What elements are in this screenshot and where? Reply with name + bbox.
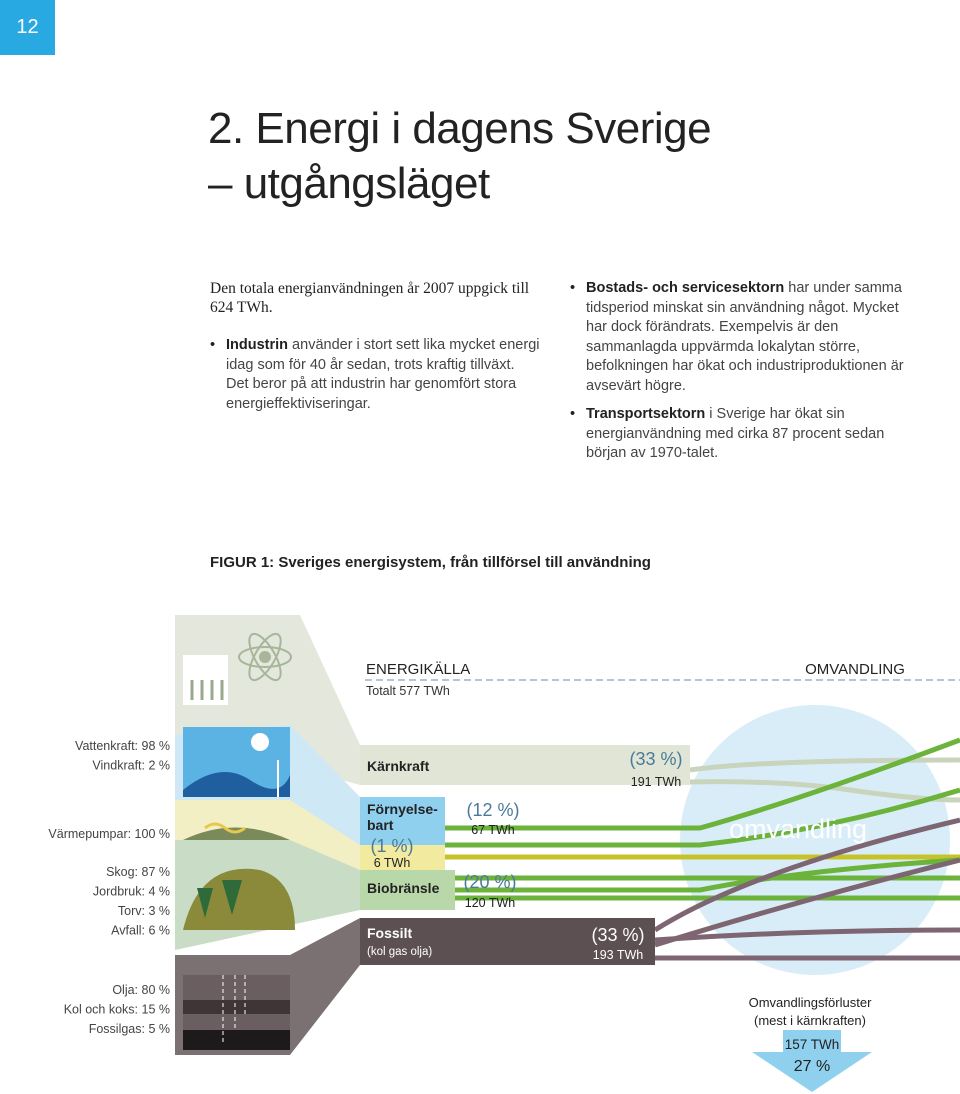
source-label: Torv: 3 %	[118, 904, 170, 918]
icon	[183, 1000, 290, 1014]
icon	[183, 827, 290, 840]
icon	[222, 975, 246, 1045]
header-total: Totalt 577 TWh	[366, 684, 450, 698]
loss-share: 27 %	[794, 1058, 830, 1075]
bullet: Transportsektorn i Sverige har ökat sin …	[570, 405, 910, 464]
source-amount: 191 TWh	[631, 775, 682, 789]
bullet: Bostads- och servicesektorn har under sa…	[570, 279, 910, 396]
right-column: Bostads- och servicesektorn har under sa…	[570, 279, 910, 473]
source-label: Avfall: 6 %	[111, 924, 170, 938]
icon	[197, 880, 242, 918]
flows	[360, 737, 960, 961]
loss-label: (mest i kärnkraften)	[754, 1013, 866, 1028]
source-label: Olja: 80 %	[112, 983, 170, 997]
source-label: Fossilgas: 5 %	[89, 1022, 170, 1036]
source-label: Vindkraft: 2 %	[92, 759, 170, 773]
source-amount: 6 TWh	[374, 856, 411, 870]
source-bar	[360, 745, 690, 785]
source-name: bart	[367, 817, 394, 833]
icon	[204, 822, 246, 834]
bullet-bold: Transportsektorn	[586, 406, 706, 422]
funnel	[175, 918, 360, 1055]
funnel	[175, 800, 360, 870]
source-name: Kärnkraft	[367, 758, 430, 774]
intro: Den totala energianvändningen år 2007 up…	[210, 280, 530, 316]
icon	[183, 727, 290, 797]
funnel	[175, 725, 360, 845]
conversion-circle	[680, 705, 950, 975]
funnel	[175, 615, 360, 785]
source-name: Förnyelse-	[367, 801, 438, 817]
bullet-text: använder i stort sett lika mycket energi…	[226, 337, 540, 412]
source-share: (1 %)	[370, 836, 413, 856]
source-share: (12 %)	[466, 800, 519, 820]
source-label: Värmepumpar: 100 %	[48, 827, 170, 841]
source-name: Biobränsle	[367, 880, 440, 896]
source-label: Kol och koks: 15 %	[64, 1003, 170, 1017]
icon	[183, 975, 290, 1050]
source-bar	[360, 918, 655, 965]
source-bar	[360, 797, 445, 845]
icon	[183, 655, 228, 705]
source-share: (33 %)	[629, 749, 682, 769]
bullet-bold: Industrin	[226, 337, 289, 353]
icon	[251, 733, 269, 751]
loss-arrow	[783, 1030, 841, 1052]
bullet-text: i Sverige har ökat sin energianvändning …	[586, 406, 885, 461]
source-share: (20 %)	[463, 872, 516, 892]
loss-amount: 157 TWh	[785, 1037, 840, 1052]
title: – utgångsläget	[208, 159, 490, 208]
source-amount: 120 TWh	[465, 896, 516, 910]
icon	[190, 680, 224, 700]
source-bar	[360, 845, 445, 870]
icon	[183, 1030, 290, 1050]
funnel	[175, 840, 360, 950]
source-share: (33 %)	[591, 925, 644, 945]
source-amount: 193 TWh	[593, 948, 644, 962]
bullet-bold: Bostads- och servicesektorn	[586, 280, 785, 296]
bullet-text: har under samma tidsperiod minskat sin a…	[586, 280, 904, 394]
source-label: Vattenkraft: 98 %	[75, 739, 170, 753]
page-number: 12	[0, 0, 55, 55]
icon	[183, 868, 295, 930]
header: OMVANDLING	[805, 661, 905, 678]
source-bar	[360, 870, 455, 910]
source-amount: 67 TWh	[471, 823, 515, 837]
source-name: (kol gas olja)	[367, 946, 432, 958]
figure-title: FIGUR 1: Sveriges energisystem, från til…	[210, 554, 651, 571]
loss-arrow	[752, 1052, 872, 1092]
icon	[238, 632, 292, 682]
source-label: Skog: 87 %	[106, 865, 170, 879]
bullet: Industrin använder i stort sett lika myc…	[210, 336, 540, 414]
left-column: Industrin använder i stort sett lika myc…	[210, 336, 540, 423]
loss-label: Omvandlingsförluster	[749, 995, 872, 1010]
conversion-label: omvandling	[729, 814, 867, 844]
icon	[183, 772, 290, 797]
header: ENERGIKÄLLA	[366, 661, 470, 678]
source-label: Jordbruk: 4 %	[93, 885, 170, 899]
source-name: Fossilt	[367, 925, 412, 941]
title: 2. Energi i dagens Sverige	[208, 104, 712, 153]
